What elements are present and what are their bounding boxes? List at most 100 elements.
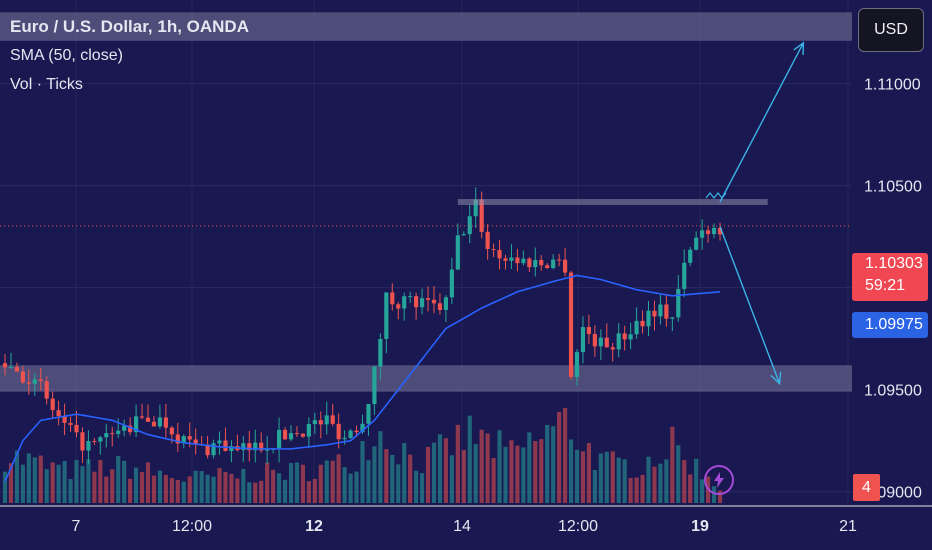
currency-button[interactable]: USD bbox=[858, 8, 924, 52]
candle-body bbox=[431, 299, 437, 304]
volume-bar bbox=[80, 466, 85, 503]
volume-bar bbox=[676, 445, 681, 503]
volume-bar bbox=[414, 470, 419, 503]
candle-body bbox=[223, 440, 228, 451]
bearish-projection-arrow[interactable] bbox=[719, 226, 782, 386]
candle-body bbox=[80, 432, 85, 451]
volume-bar bbox=[318, 464, 323, 503]
candle-body bbox=[360, 423, 365, 433]
alert-count-badge[interactable]: 4 bbox=[853, 474, 880, 501]
candle-body bbox=[205, 444, 210, 456]
volume-bar bbox=[68, 479, 73, 503]
volume-bar bbox=[402, 443, 407, 503]
volume-bar bbox=[711, 486, 717, 503]
candle-body bbox=[676, 288, 681, 318]
volume-bar bbox=[169, 478, 174, 503]
candle-body bbox=[473, 199, 478, 217]
sma-indicator-legend[interactable]: SMA (50, close) bbox=[10, 47, 123, 64]
volume-bar bbox=[604, 451, 609, 503]
resistance-zone[interactable] bbox=[0, 12, 852, 41]
last-price-label: 1.10303 59:21 bbox=[852, 253, 928, 301]
candle-body bbox=[247, 443, 252, 451]
volume-bar bbox=[700, 479, 705, 503]
candle-body bbox=[306, 424, 311, 437]
candle-body bbox=[688, 249, 693, 263]
volume-bar bbox=[92, 471, 97, 503]
zones[interactable] bbox=[0, 12, 852, 392]
volume-bar bbox=[467, 415, 472, 503]
candle-body bbox=[533, 260, 538, 268]
volume-bar bbox=[348, 473, 353, 503]
candle-body bbox=[682, 262, 687, 289]
candle-body bbox=[497, 249, 502, 259]
volume-bar bbox=[622, 459, 627, 503]
candle-body bbox=[390, 292, 395, 305]
volume-indicator-legend[interactable]: Vol · Ticks bbox=[10, 76, 83, 93]
candle-body bbox=[74, 424, 79, 433]
volume-bar bbox=[199, 471, 204, 503]
volume-bars bbox=[2, 407, 723, 503]
volume-bar bbox=[515, 445, 520, 503]
volume-bar bbox=[378, 431, 383, 503]
volume-bar bbox=[294, 462, 300, 503]
candle-body bbox=[294, 433, 300, 435]
volume-bar bbox=[431, 442, 437, 503]
volume-bar bbox=[253, 482, 258, 503]
candle-body bbox=[211, 443, 216, 456]
volume-bar bbox=[670, 426, 675, 503]
x-tick-label: 19 bbox=[691, 518, 709, 535]
volume-bar bbox=[139, 472, 145, 503]
candle-body bbox=[717, 227, 723, 235]
candle-body bbox=[402, 296, 407, 309]
candle-body bbox=[461, 234, 466, 236]
x-tick-label: 12:00 bbox=[558, 518, 598, 535]
candle-body bbox=[646, 310, 651, 327]
candle-body bbox=[110, 433, 115, 435]
volume-bar bbox=[598, 453, 603, 503]
volume-bar bbox=[384, 449, 389, 503]
volume-bar bbox=[157, 470, 163, 503]
bullish-projection-arrow[interactable] bbox=[719, 41, 805, 203]
candle-body bbox=[336, 423, 341, 440]
volume-bar bbox=[616, 457, 621, 503]
volume-bar bbox=[497, 430, 502, 503]
volume-bar bbox=[241, 468, 246, 503]
candle-body bbox=[628, 334, 633, 340]
bearish-projection-arrow-head bbox=[770, 371, 782, 386]
volume-bar bbox=[163, 474, 168, 503]
volume-bar bbox=[473, 444, 478, 503]
candle-body bbox=[610, 347, 615, 350]
drawings[interactable] bbox=[457, 41, 805, 386]
candle-body bbox=[259, 442, 264, 451]
x-tick-label: 12:00 bbox=[172, 518, 212, 535]
candle-body bbox=[562, 259, 568, 273]
candle-body bbox=[372, 366, 377, 405]
volume-bar bbox=[14, 450, 20, 503]
support-zone[interactable] bbox=[0, 365, 852, 392]
candle-body bbox=[20, 371, 25, 383]
candle-body bbox=[2, 363, 8, 368]
volume-bar bbox=[288, 462, 294, 503]
lightning-icon[interactable] bbox=[704, 465, 734, 495]
candle-body bbox=[449, 269, 454, 298]
volume-bar bbox=[44, 469, 49, 503]
candle-body bbox=[157, 417, 163, 427]
volume-bar bbox=[181, 481, 186, 503]
volume-bar bbox=[592, 470, 597, 503]
candle-body bbox=[104, 433, 109, 438]
candle-body bbox=[145, 417, 151, 422]
candle-body bbox=[193, 439, 198, 445]
candle-body bbox=[300, 433, 306, 437]
symbol-title[interactable]: Euro / U.S. Dollar, 1h, OANDA bbox=[10, 17, 249, 36]
volume-bar bbox=[360, 441, 365, 503]
volume-bar bbox=[390, 454, 395, 503]
resistance-level[interactable] bbox=[457, 198, 768, 205]
candle-body bbox=[384, 292, 389, 339]
volume-bar bbox=[521, 447, 526, 503]
volume-bar bbox=[2, 471, 8, 503]
x-tick-label: 12 bbox=[305, 518, 323, 535]
volume-bar bbox=[551, 426, 556, 503]
volume-bar bbox=[443, 438, 449, 503]
